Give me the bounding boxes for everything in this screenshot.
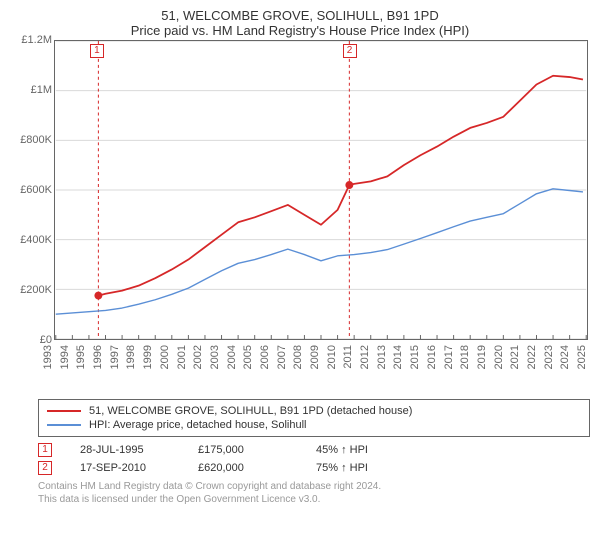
x-tick-label: 2006	[259, 345, 271, 369]
y-tick-label: £800K	[20, 134, 52, 146]
x-tick-label: 2023	[542, 345, 554, 369]
sale-row: 2 17-SEP-2010 £620,000 75% ↑ HPI	[38, 459, 590, 477]
x-tick-label: 2024	[559, 345, 571, 369]
chart-footer: Contains HM Land Registry data © Crown c…	[38, 481, 590, 506]
sale-marker-inline: 2	[38, 461, 52, 475]
arrow-up-icon: ↑	[341, 462, 347, 474]
y-tick-label: £1M	[31, 84, 52, 96]
x-tick-label: 2000	[159, 345, 171, 369]
sale-marker-1: 1	[90, 44, 104, 58]
chart-plot	[54, 40, 588, 340]
x-tick-label: 2021	[509, 345, 521, 369]
x-tick-label: 2014	[392, 345, 404, 369]
x-tick-label: 2009	[309, 345, 321, 369]
y-tick-label: £1.2M	[21, 34, 52, 46]
x-tick-label: 2010	[325, 345, 337, 369]
sale-date: 28-JUL-1995	[80, 444, 170, 456]
arrow-up-icon: ↑	[341, 444, 347, 456]
x-tick-label: 2007	[275, 345, 287, 369]
y-tick-label: £400K	[20, 234, 52, 246]
x-tick-label: 1998	[125, 345, 137, 369]
sale-pct: 75% ↑ HPI	[316, 462, 406, 474]
x-tick-label: 2018	[459, 345, 471, 369]
legend-label: HPI: Average price, detached house, Soli…	[89, 419, 307, 431]
x-tick-label: 2003	[209, 345, 221, 369]
footer-line2: This data is licensed under the Open Gov…	[38, 494, 590, 507]
chart-title-line1: 51, WELCOMBE GROVE, SOLIHULL, B91 1PD	[6, 8, 594, 23]
sale-history: 1 28-JUL-1995 £175,000 45% ↑ HPI 2 17-SEP-201…	[38, 441, 590, 477]
x-tick-label: 2019	[476, 345, 488, 369]
y-axis-ticks: £0£200K£400K£600K£800K£1M£1.2M	[6, 40, 54, 340]
x-tick-label: 2015	[409, 345, 421, 369]
chart-area: £0£200K£400K£600K£800K£1M£1.2M 199319941…	[6, 40, 594, 395]
legend-swatch-hpi	[47, 424, 81, 426]
x-tick-label: 1993	[42, 345, 54, 369]
x-tick-label: 2004	[225, 345, 237, 369]
x-tick-label: 2013	[376, 345, 388, 369]
chart-title-line2: Price paid vs. HM Land Registry's House …	[6, 23, 594, 38]
y-tick-label: £200K	[20, 284, 52, 296]
legend-row: 51, WELCOMBE GROVE, SOLIHULL, B91 1PD (d…	[47, 404, 581, 418]
x-tick-label: 1995	[75, 345, 87, 369]
x-tick-label: 1997	[109, 345, 121, 369]
x-tick-label: 2016	[426, 345, 438, 369]
x-tick-label: 2025	[576, 345, 588, 369]
chart-legend: 51, WELCOMBE GROVE, SOLIHULL, B91 1PD (d…	[38, 399, 590, 437]
y-tick-label: £600K	[20, 184, 52, 196]
x-tick-label: 2001	[175, 345, 187, 369]
legend-label: 51, WELCOMBE GROVE, SOLIHULL, B91 1PD (d…	[89, 405, 412, 417]
x-tick-label: 2002	[192, 345, 204, 369]
sale-row: 1 28-JUL-1995 £175,000 45% ↑ HPI	[38, 441, 590, 459]
x-axis-ticks: 1993199419951996199719981999200020012002…	[54, 345, 588, 395]
legend-swatch-property	[47, 410, 81, 412]
x-tick-label: 2011	[343, 345, 355, 369]
sale-marker-2: 2	[343, 44, 357, 58]
sale-pct: 45% ↑ HPI	[316, 444, 406, 456]
x-tick-label: 1999	[142, 345, 154, 369]
x-tick-label: 1994	[58, 345, 70, 369]
footer-line1: Contains HM Land Registry data © Crown c…	[38, 481, 590, 494]
x-tick-label: 2017	[442, 345, 454, 369]
sale-date: 17-SEP-2010	[80, 462, 170, 474]
x-tick-label: 2012	[359, 345, 371, 369]
x-tick-label: 2008	[292, 345, 304, 369]
x-tick-label: 2022	[526, 345, 538, 369]
x-tick-label: 2005	[242, 345, 254, 369]
chart-title-block: 51, WELCOMBE GROVE, SOLIHULL, B91 1PD Pr…	[6, 8, 594, 38]
sale-price: £620,000	[198, 462, 288, 474]
sale-price: £175,000	[198, 444, 288, 456]
legend-row: HPI: Average price, detached house, Soli…	[47, 418, 581, 432]
x-tick-label: 2020	[492, 345, 504, 369]
x-tick-label: 1996	[92, 345, 104, 369]
sale-marker-inline: 1	[38, 443, 52, 457]
